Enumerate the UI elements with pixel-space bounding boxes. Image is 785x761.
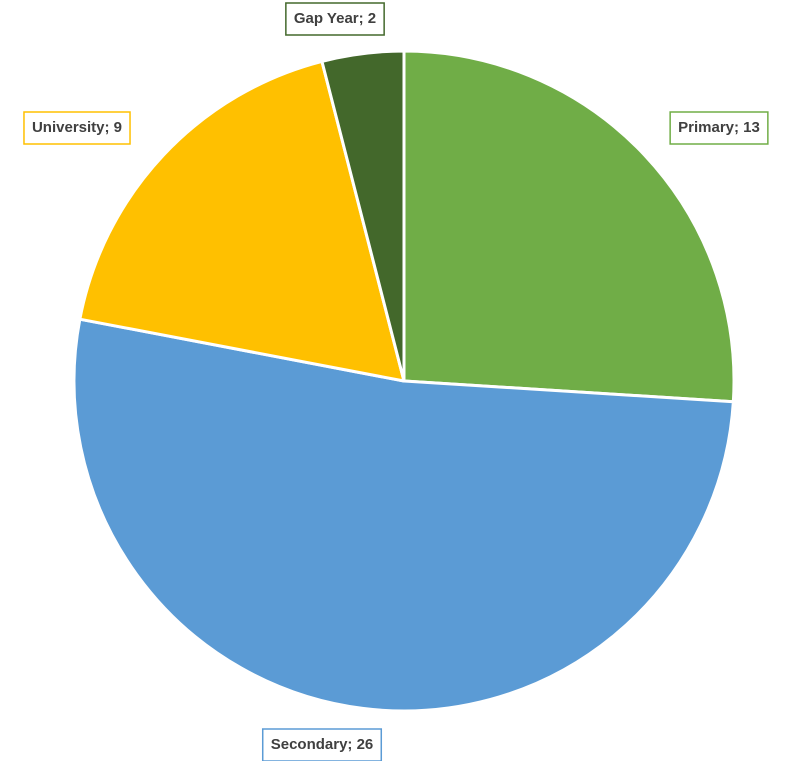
pie-slice [78, 59, 406, 383]
pie-slice [72, 317, 735, 713]
data-label-box [285, 2, 385, 36]
data-label-box [23, 111, 131, 145]
pie-slice [402, 49, 736, 404]
pie-slice [320, 49, 406, 383]
data-label: Gap Year; 2 [294, 10, 376, 27]
data-label: University; 9 [32, 119, 122, 136]
data-label-box [669, 111, 769, 145]
data-label-box [261, 728, 383, 761]
data-label: Secondary; 26 [271, 736, 374, 753]
data-label: Primary; 13 [678, 119, 760, 136]
